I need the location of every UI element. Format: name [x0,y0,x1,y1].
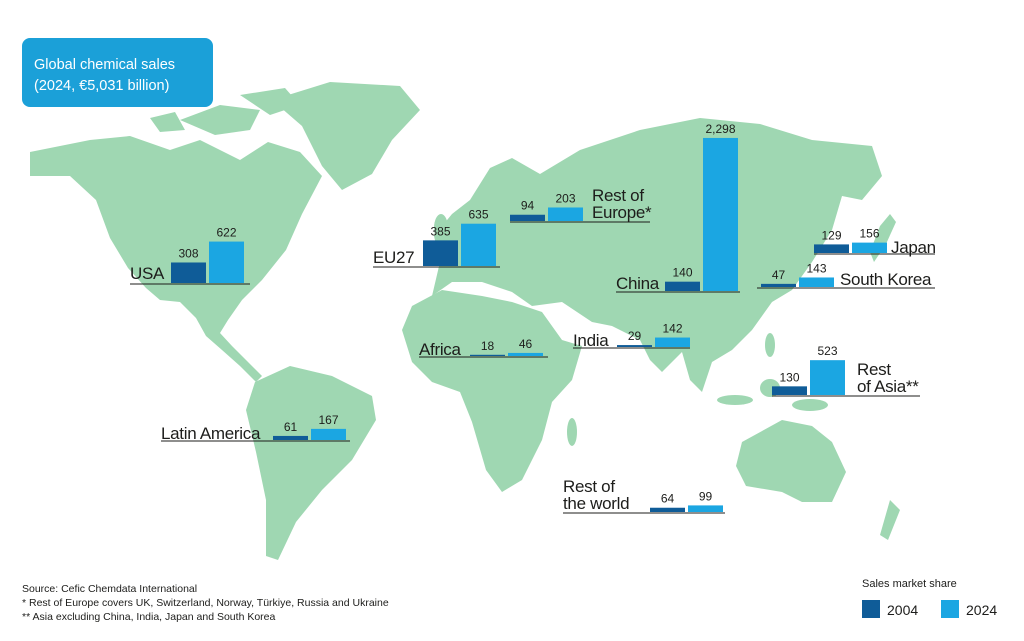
bar [852,242,887,253]
value-label: 143 [806,261,826,275]
bar [209,241,244,283]
bar [703,137,738,291]
legend-swatch [862,600,880,618]
bar [799,277,834,287]
value-label: 130 [779,370,799,384]
value-label: 64 [661,492,675,506]
value-label: 99 [699,489,713,503]
bar [665,281,700,291]
note: ** Asia excluding China, India, Japan an… [22,611,276,623]
bar [772,386,807,395]
bar [470,354,505,356]
value-label: 142 [662,322,682,336]
region-name: South Korea [840,270,932,289]
bar [617,345,652,347]
bar [810,360,845,395]
region-name: China [616,274,660,293]
region-name: Rest of [592,186,644,205]
value-label: 635 [468,208,488,222]
value-label: 156 [859,227,879,241]
title-box [22,38,213,107]
region-name: India [573,331,609,350]
value-label: 203 [555,191,575,205]
title: (2024, €5,031 billion) [34,78,169,94]
bar [423,240,458,266]
bar [655,337,690,347]
title: Global chemical sales [34,57,175,73]
value-label: 385 [430,224,450,238]
region-name: Europe* [592,203,652,222]
region-name: USA [130,264,165,283]
region-name: of Asia** [857,377,919,396]
value-label: 61 [284,420,298,434]
value-label: 140 [672,266,692,280]
value-label: 129 [821,228,841,242]
region-name: Latin America [161,424,261,443]
bar [273,435,308,440]
legend-swatch [941,600,959,618]
bar [461,223,496,266]
bar [508,352,543,356]
value-label: 47 [772,268,786,282]
bar [688,505,723,512]
bar [510,214,545,221]
value-label: 29 [628,329,642,343]
legend-label: 2024 [966,602,997,618]
value-label: 2,298 [705,122,735,136]
region-name: Africa [419,340,462,359]
bar [650,507,685,512]
bar [761,283,796,287]
region-name: the world [563,494,629,513]
legend-label: 2004 [887,602,918,618]
value-label: 18 [481,339,495,353]
note: Source: Cefic Chemdata International [22,583,197,595]
value-label: 308 [178,246,198,260]
region-name: Rest of [563,477,615,496]
bar [171,262,206,283]
region-name: Rest [857,360,891,379]
value-label: 46 [519,337,533,351]
legend: 2004 2024 [862,600,997,618]
land [30,82,900,560]
value-label: 167 [318,413,338,427]
region-name: Japan [891,238,936,257]
region-name: EU27 [373,248,414,267]
note: * Rest of Europe covers UK, Switzerland,… [22,597,389,609]
bar [311,428,346,440]
legend-title: Sales market share [862,578,957,590]
value-label: 523 [817,344,837,358]
value-label: 94 [521,199,535,213]
bar [548,207,583,221]
bar [814,244,849,253]
value-label: 622 [216,226,236,240]
